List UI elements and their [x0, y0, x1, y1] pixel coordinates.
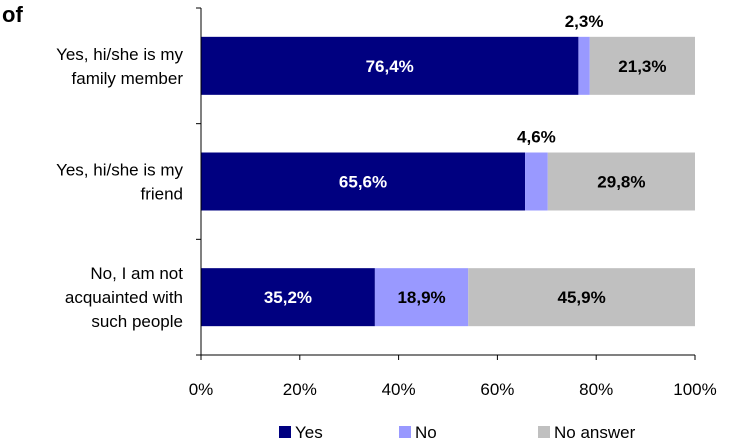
bars: [201, 36, 695, 327]
category-label-line: acquainted with: [65, 288, 183, 307]
data-label: 45,9%: [558, 288, 606, 307]
data-label: 76,4%: [366, 57, 414, 76]
axes: [196, 7, 696, 360]
category-label-line: Yes, hi/she is my: [56, 161, 183, 180]
bar-yes: [201, 152, 526, 211]
bar-no: [578, 36, 590, 95]
bar-no-answer: [589, 36, 695, 95]
data-label: 35,2%: [264, 288, 312, 307]
legend-swatch: [538, 426, 550, 438]
legend-swatch: [399, 426, 411, 438]
category-label-line: family member: [72, 69, 184, 88]
data-label: 4,6%: [517, 128, 556, 147]
category-label: No, I am not acquainted with such people: [65, 264, 183, 331]
data-label: 18,9%: [397, 288, 445, 307]
legend: Yes No No answer: [279, 423, 636, 442]
bar-no-answer: [468, 268, 695, 327]
category-label-line: Yes, hi/she is my: [56, 45, 183, 64]
bar-no: [374, 268, 469, 327]
legend-swatch: [279, 426, 291, 438]
x-tick-label: 0%: [189, 380, 214, 399]
category-label-line: friend: [140, 185, 183, 204]
x-tick-label: 100%: [673, 380, 716, 399]
category-label-line: No, I am not: [90, 264, 183, 283]
chart-title: of: [2, 2, 23, 27]
data-label: 21,3%: [618, 57, 666, 76]
bar-yes: [201, 268, 375, 327]
data-label: 29,8%: [597, 173, 645, 192]
bar-no: [525, 152, 548, 211]
category-label-line: such people: [91, 312, 183, 331]
category-label: Yes, hi/she is my family member: [56, 45, 183, 88]
x-tick-label: 40%: [382, 380, 416, 399]
legend-label: No: [415, 423, 437, 442]
category-label: Yes, hi/she is my friend: [56, 161, 183, 204]
data-labels: 76,4% 2,3% 21,3% 65,6% 4,6% 29,8% 35,2% 18,9% 45…: [264, 12, 667, 307]
x-tick-label: 80%: [579, 380, 613, 399]
x-tick-label: 20%: [283, 380, 317, 399]
legend-label: Yes: [295, 423, 323, 442]
x-tick-label: 60%: [480, 380, 514, 399]
x-tick-labels: 0% 20% 40% 60% 80% 100%: [189, 380, 717, 399]
bar-no-answer: [547, 152, 695, 211]
legend-label: No answer: [554, 423, 636, 442]
bar-yes: [201, 36, 579, 95]
data-label: 65,6%: [339, 173, 387, 192]
data-label: 2,3%: [565, 12, 604, 31]
